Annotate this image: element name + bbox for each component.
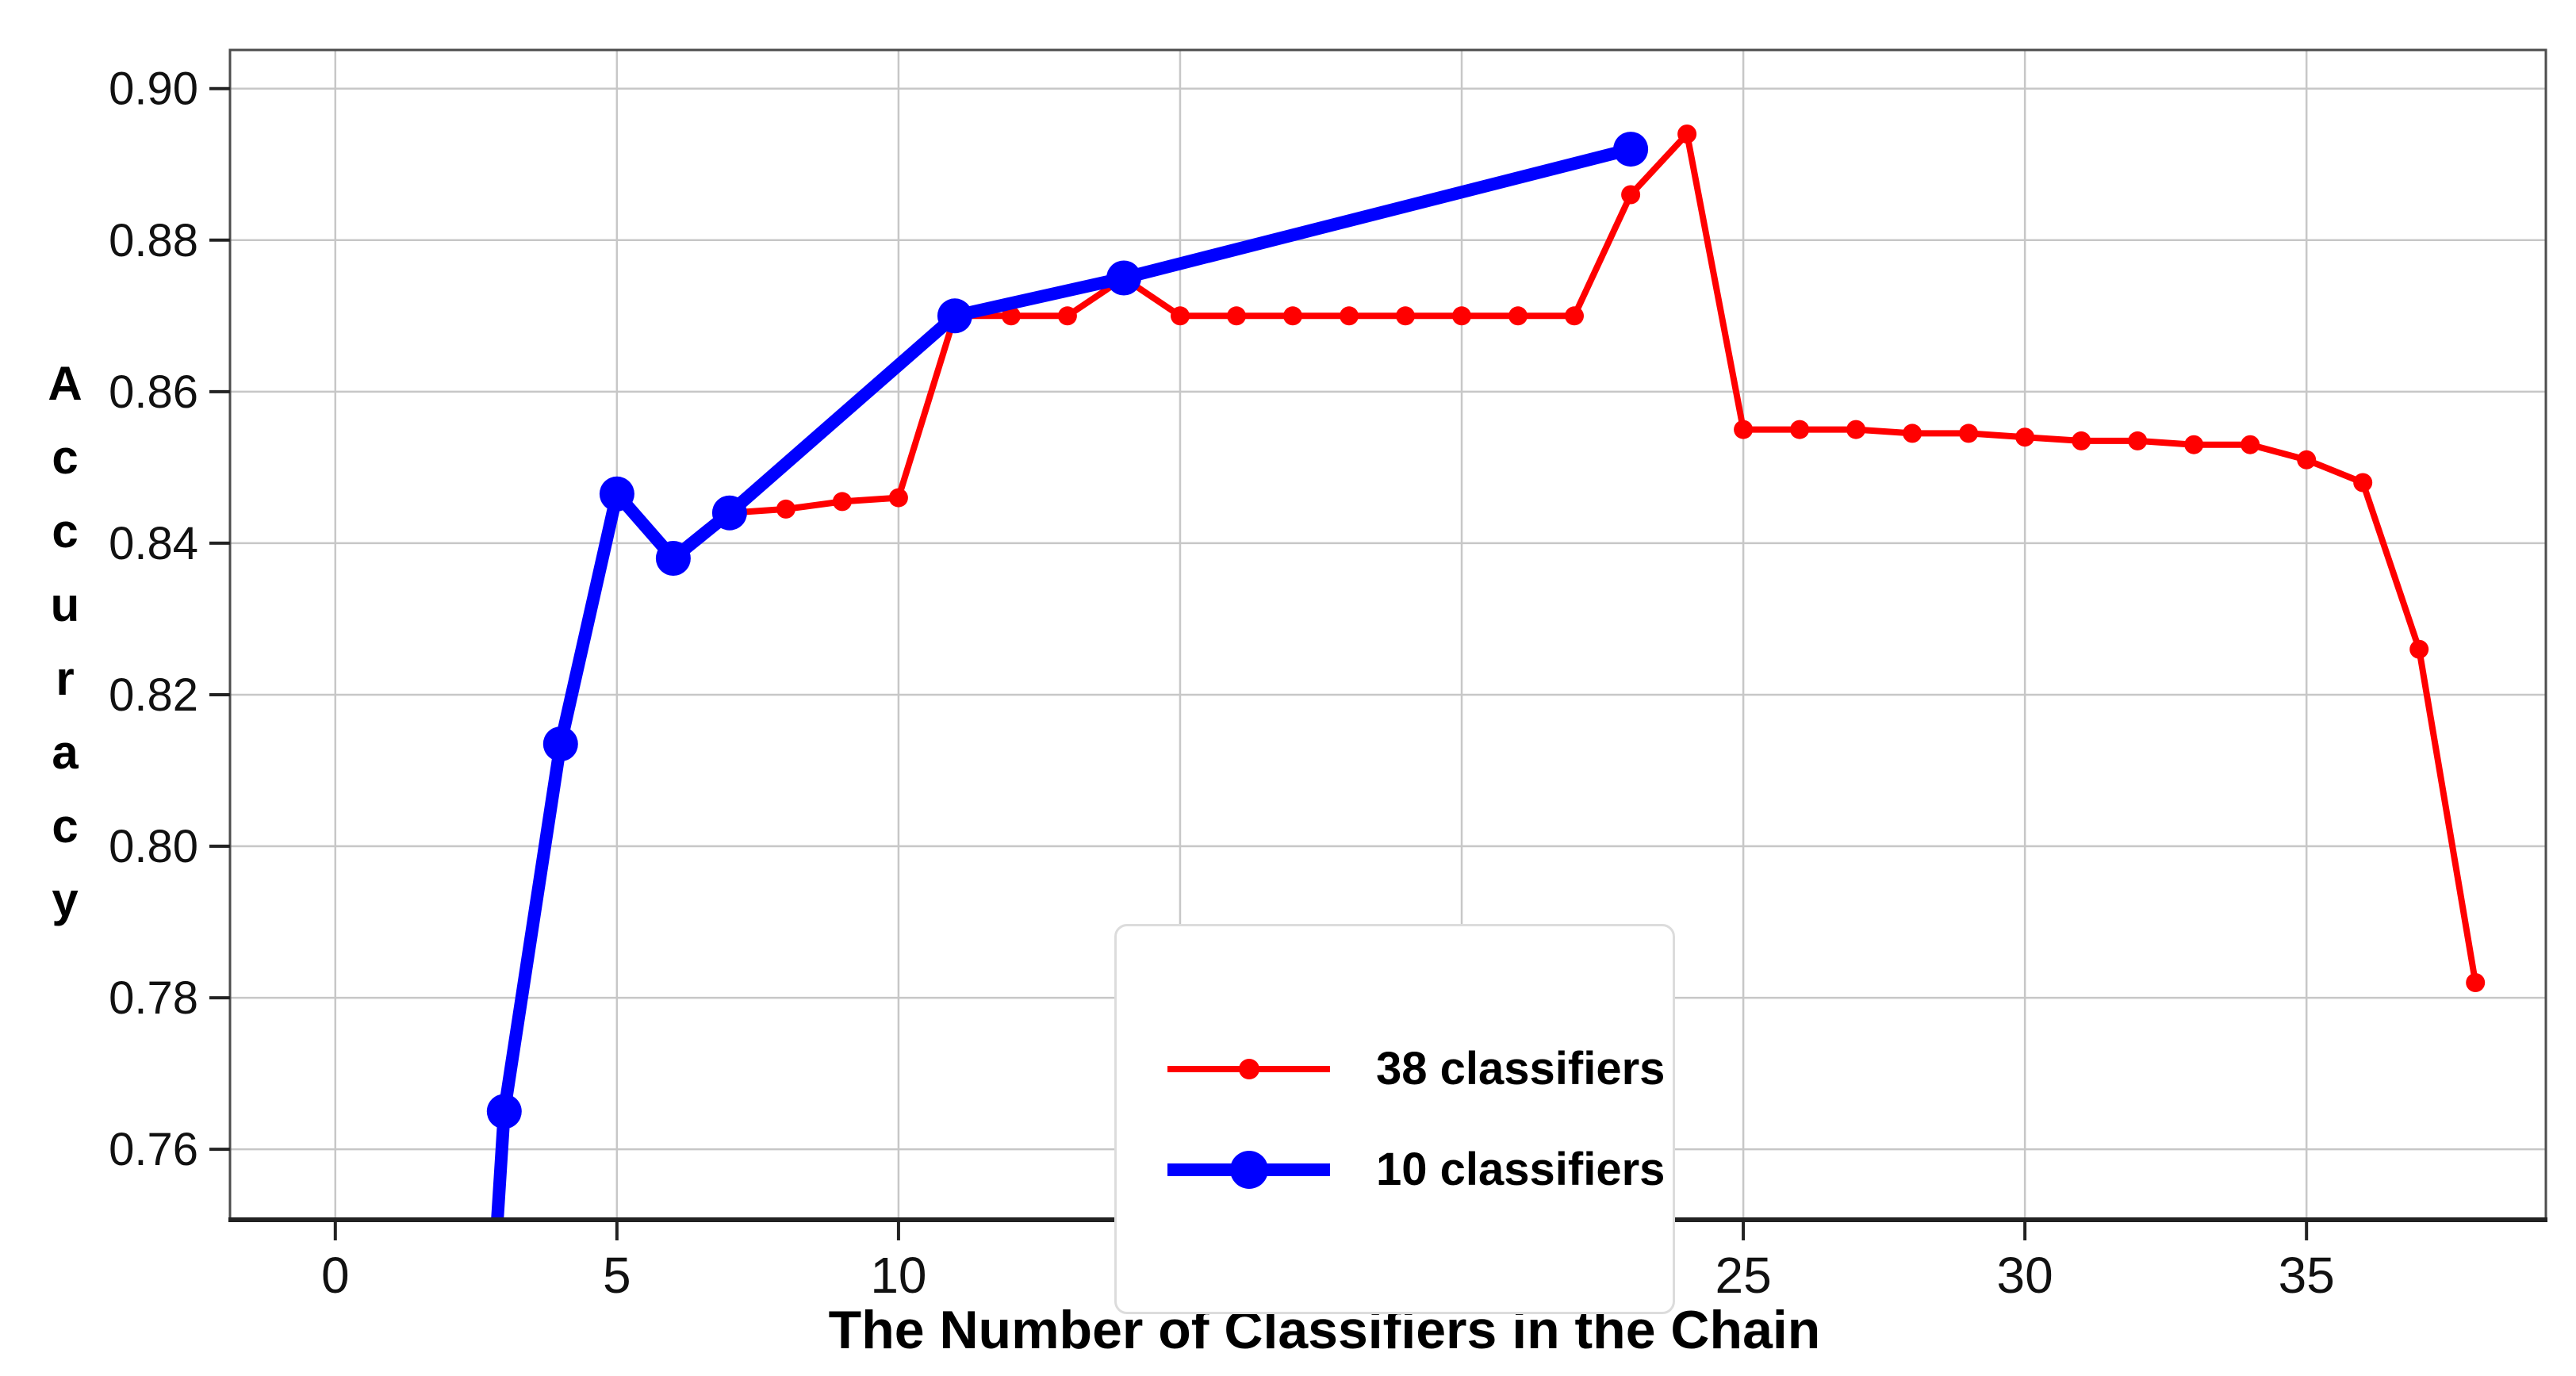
legend-line-sample-red xyxy=(1167,1051,1330,1087)
y-tick-label: 0.84 xyxy=(109,518,198,569)
data-point-marker xyxy=(1677,125,1697,144)
series-line xyxy=(726,131,2479,986)
legend: 38 classifiers 10 classifiers xyxy=(1114,924,1675,1314)
x-tick-label: 35 xyxy=(2279,1247,2335,1304)
data-point-marker xyxy=(2409,639,2429,659)
data-point-marker xyxy=(1283,306,1302,326)
legend-label: 38 classifiers xyxy=(1376,1043,1666,1094)
data-point-marker xyxy=(655,541,691,576)
data-point-marker xyxy=(2184,435,2204,454)
x-tick-label: 5 xyxy=(603,1247,631,1304)
data-point-marker xyxy=(2128,431,2148,450)
red-dot-icon xyxy=(1238,1058,1259,1079)
data-point-marker xyxy=(2072,431,2091,450)
data-point-marker xyxy=(1903,424,1922,443)
data-point-marker xyxy=(888,488,908,508)
y-axis-title: Accuracy xyxy=(38,357,92,947)
data-point-marker xyxy=(1565,306,1584,326)
data-point-marker xyxy=(2353,473,2373,493)
data-point-marker xyxy=(937,298,972,334)
data-point-marker xyxy=(1959,424,1979,443)
data-point-marker xyxy=(542,726,578,762)
data-point-marker xyxy=(2015,427,2035,447)
x-tick-label: 10 xyxy=(870,1247,926,1304)
x-tick-label: 30 xyxy=(1997,1247,2053,1304)
y-tick-label: 0.76 xyxy=(109,1124,198,1175)
blue-dot-icon xyxy=(1229,1150,1268,1189)
ticks: 051015202530350.760.780.800.820.840.860.… xyxy=(109,63,2335,1304)
legend-line-sample-blue xyxy=(1167,1150,1330,1189)
y-tick-label: 0.82 xyxy=(109,669,198,721)
legend-label: 10 classifiers xyxy=(1376,1144,1666,1195)
legend-item-10-classifiers: 10 classifiers xyxy=(1167,1143,1665,1196)
data-point-marker xyxy=(1621,185,1641,205)
x-tick-label: 0 xyxy=(321,1247,350,1304)
data-point-marker xyxy=(2297,450,2317,470)
y-tick-label: 0.90 xyxy=(109,63,198,115)
gridlines xyxy=(230,50,2546,1220)
data-point-marker xyxy=(711,495,747,531)
data-point-marker xyxy=(1734,420,1754,439)
data-point-marker xyxy=(1508,306,1528,326)
data-point-marker xyxy=(1171,306,1190,326)
data-point-marker xyxy=(1452,306,1471,326)
y-tick-label: 0.86 xyxy=(109,366,198,418)
data-point-marker xyxy=(2241,435,2260,454)
data-point-marker xyxy=(1790,420,1810,439)
x-tick-label: 25 xyxy=(1715,1247,1771,1304)
series-10-classifiers xyxy=(486,132,1649,1220)
data-point-marker xyxy=(1846,420,1866,439)
data-point-marker xyxy=(2466,973,2486,992)
legend-item-38-classifiers: 38 classifiers xyxy=(1167,1042,1665,1095)
data-point-marker xyxy=(1613,132,1649,167)
data-point-marker xyxy=(1227,306,1246,326)
data-point-marker xyxy=(1340,306,1359,326)
data-point-marker xyxy=(776,499,795,519)
series-layer xyxy=(486,125,2486,1220)
data-point-marker xyxy=(832,492,852,512)
data-point-marker xyxy=(486,1094,522,1129)
series-38-classifiers xyxy=(719,125,2486,992)
y-tick-label: 0.80 xyxy=(109,821,198,872)
data-point-marker xyxy=(1106,260,1141,296)
y-tick-label: 0.78 xyxy=(109,972,198,1024)
data-point-marker xyxy=(1396,306,1415,326)
data-point-marker xyxy=(1057,306,1077,326)
data-point-marker xyxy=(1001,306,1021,326)
y-tick-label: 0.88 xyxy=(109,215,198,266)
data-point-marker xyxy=(599,476,634,512)
